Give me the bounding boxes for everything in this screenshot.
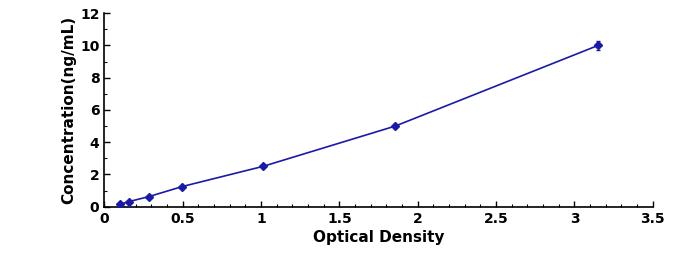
Y-axis label: Concentration(ng/mL): Concentration(ng/mL) (61, 16, 76, 204)
X-axis label: Optical Density: Optical Density (313, 230, 444, 245)
